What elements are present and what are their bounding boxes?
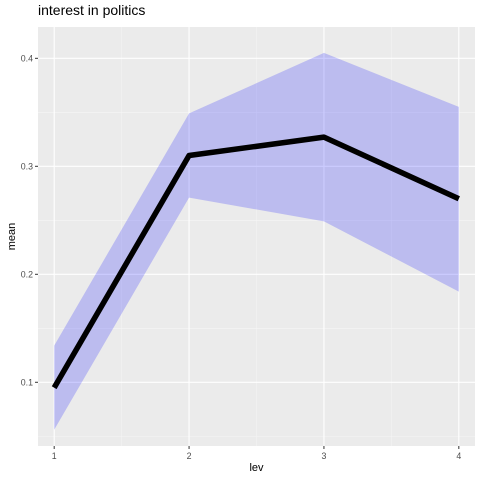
confidence-ribbon: [54, 52, 459, 430]
x-tick-label: 3: [321, 451, 326, 461]
major-gridlines: [38, 27, 475, 446]
x-axis: 1 2 3 4: [52, 446, 461, 461]
y-axis: 0.1 0.2 0.3 0.4: [21, 53, 38, 387]
x-axis-title: lev: [249, 462, 264, 474]
x-tick-label: 1: [52, 451, 57, 461]
y-tick-label: 0.2: [21, 269, 33, 279]
x-tick-label: 4: [456, 451, 461, 461]
y-tick-label: 0.1: [21, 377, 33, 387]
y-tick-label: 0.4: [21, 53, 33, 63]
y-tick-label: 0.3: [21, 161, 33, 171]
chart-title: interest in politics: [38, 2, 145, 18]
minor-gridlines: [38, 27, 475, 446]
x-tick-label: 2: [187, 451, 192, 461]
mean-series-line: [51, 134, 460, 390]
y-axis-title: mean: [6, 223, 18, 251]
